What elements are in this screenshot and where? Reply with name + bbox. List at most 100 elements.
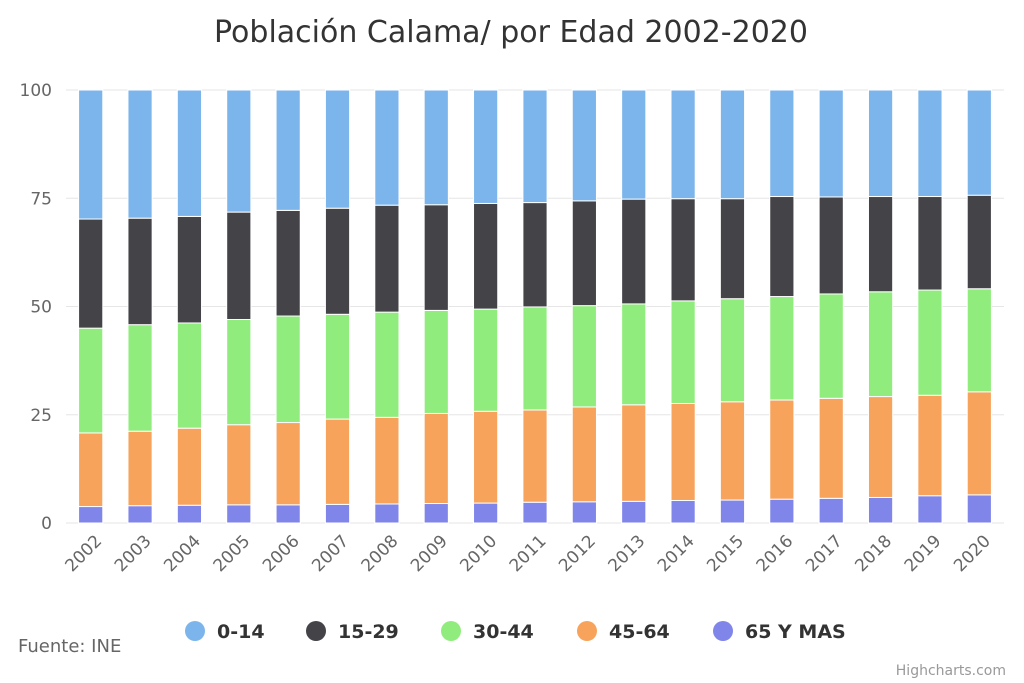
bar-segment[interactable] (473, 308, 499, 412)
bar-segment[interactable] (324, 207, 351, 315)
bar-segment[interactable] (867, 291, 894, 398)
bar-segment[interactable] (621, 303, 647, 406)
bar-segment[interactable] (423, 412, 449, 505)
bar-segment[interactable] (769, 196, 795, 298)
legend[interactable]: 0-14 15-29 30-44 45-64 65 Y MAS (185, 621, 846, 643)
bar-segment[interactable] (670, 300, 696, 404)
bar-segment[interactable] (818, 196, 844, 295)
bar-segment[interactable] (226, 318, 252, 426)
bar-segment[interactable] (275, 422, 301, 506)
bar-segment[interactable] (473, 502, 499, 524)
bar-segment[interactable] (670, 402, 696, 501)
legend-item[interactable]: 65 Y MAS (713, 621, 846, 643)
bar-segment[interactable] (78, 432, 104, 508)
bar-segment[interactable] (621, 89, 647, 200)
bar-segment[interactable] (966, 194, 992, 290)
bar-segment[interactable] (867, 196, 894, 293)
bar-segment[interactable] (78, 218, 104, 329)
bar-segment[interactable] (867, 396, 894, 498)
bar-segment[interactable] (867, 496, 894, 524)
bar-segment[interactable] (917, 196, 943, 291)
bar-segment[interactable] (127, 89, 153, 219)
legend-item[interactable]: 30-44 (441, 621, 534, 643)
bar-segment[interactable] (176, 215, 203, 324)
bar-segment[interactable] (473, 410, 499, 504)
bar-segment[interactable] (966, 494, 992, 524)
bar-segment[interactable] (966, 89, 992, 196)
bar-segment[interactable] (522, 202, 548, 308)
bar-segment[interactable] (966, 391, 992, 496)
bar-segment[interactable] (867, 89, 894, 198)
legend-item[interactable]: 15-29 (306, 621, 399, 643)
bar-segment[interactable] (78, 89, 104, 220)
bar-segment[interactable] (226, 211, 252, 320)
bar-segment[interactable] (423, 204, 449, 311)
bar-segment[interactable] (571, 89, 597, 202)
bar-segment[interactable] (275, 209, 301, 317)
bar-segment[interactable] (275, 504, 301, 524)
bar-segment[interactable] (571, 501, 597, 524)
bar-segment[interactable] (423, 89, 449, 206)
bar-segment[interactable] (127, 430, 153, 507)
bar-segment[interactable] (719, 401, 746, 501)
bar-segment[interactable] (522, 306, 548, 411)
bar-segment[interactable] (818, 293, 844, 399)
bar-segment[interactable] (719, 298, 746, 403)
bar-segment[interactable] (374, 89, 400, 206)
bar-segment[interactable] (571, 305, 597, 408)
bar-segment[interactable] (719, 198, 746, 300)
bar-segment[interactable] (571, 406, 597, 503)
bar-segment[interactable] (275, 89, 301, 211)
bar-segment[interactable] (818, 397, 844, 499)
bar-segment[interactable] (719, 499, 746, 524)
bar-segment[interactable] (324, 503, 351, 524)
bar-segment[interactable] (917, 89, 943, 198)
bar-segment[interactable] (127, 505, 153, 524)
bar-segment[interactable] (374, 311, 400, 418)
bar-segment[interactable] (670, 89, 696, 200)
bar-segment[interactable] (127, 324, 153, 432)
bar-segment[interactable] (522, 409, 548, 503)
bar-segment[interactable] (176, 322, 203, 429)
bar-segment[interactable] (769, 296, 795, 401)
bar-segment[interactable] (818, 89, 844, 198)
bar-segment[interactable] (621, 198, 647, 305)
bar-segment[interactable] (966, 288, 992, 393)
bar-segment[interactable] (621, 404, 647, 502)
bar-segment[interactable] (522, 89, 548, 204)
bar-segment[interactable] (374, 503, 400, 524)
bar-segment[interactable] (769, 89, 795, 198)
bar-segment[interactable] (917, 289, 943, 396)
bar-segment[interactable] (324, 313, 351, 420)
bar-segment[interactable] (324, 89, 351, 209)
bar-segment[interactable] (78, 327, 104, 434)
bar-segment[interactable] (423, 309, 449, 414)
bar-segment[interactable] (127, 217, 153, 326)
bar-segment[interactable] (522, 501, 548, 524)
bar-segment[interactable] (226, 424, 252, 506)
bar-segment[interactable] (473, 89, 499, 204)
bar-segment[interactable] (423, 503, 449, 524)
bar-segment[interactable] (769, 399, 795, 500)
bar-segment[interactable] (769, 498, 795, 524)
bar-segment[interactable] (719, 89, 746, 200)
bar-segment[interactable] (917, 394, 943, 497)
bar-segment[interactable] (176, 427, 203, 506)
bar-segment[interactable] (670, 198, 696, 302)
bar-segment[interactable] (176, 504, 203, 524)
bar-segment[interactable] (670, 499, 696, 524)
bar-segment[interactable] (374, 204, 400, 313)
bar-segment[interactable] (324, 418, 351, 505)
bar-segment[interactable] (226, 504, 252, 524)
bar-segment[interactable] (818, 497, 844, 524)
bar-segment[interactable] (374, 416, 400, 505)
credits-link[interactable]: Highcharts.com (896, 663, 1006, 679)
bar-segment[interactable] (917, 495, 943, 524)
bar-segment[interactable] (176, 89, 203, 217)
bar-segment[interactable] (226, 89, 252, 213)
legend-item[interactable]: 0-14 (185, 621, 265, 643)
legend-item[interactable]: 45-64 (577, 621, 670, 643)
bar-segment[interactable] (621, 500, 647, 524)
bar-segment[interactable] (473, 202, 499, 310)
bar-segment[interactable] (78, 506, 104, 524)
